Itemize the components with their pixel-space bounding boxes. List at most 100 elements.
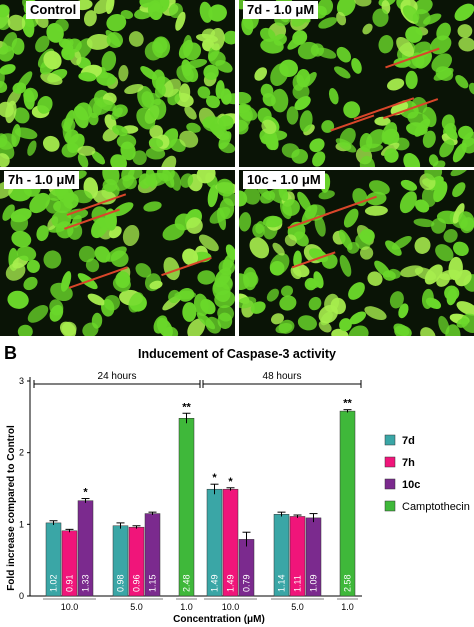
cell	[279, 59, 298, 78]
cell	[374, 116, 391, 126]
cell	[443, 229, 458, 243]
cell	[243, 187, 261, 205]
cell	[10, 208, 32, 223]
cell	[420, 327, 436, 336]
cell	[161, 78, 181, 98]
cell	[36, 225, 49, 242]
cell	[220, 88, 232, 105]
cell	[180, 173, 194, 188]
cell	[318, 17, 338, 29]
bar-value-label: 1.14	[277, 574, 287, 592]
cell	[354, 0, 372, 7]
cell	[269, 261, 285, 276]
cell	[339, 318, 352, 332]
cell	[309, 138, 325, 153]
arrow-marker	[385, 47, 440, 69]
cell	[94, 246, 111, 263]
cell	[23, 89, 35, 110]
cell	[273, 33, 287, 46]
arrow-marker	[383, 98, 439, 120]
cell	[239, 212, 252, 232]
cell	[178, 83, 191, 103]
cell	[441, 114, 455, 131]
cell	[287, 33, 306, 50]
cell	[456, 301, 474, 316]
cell	[364, 306, 387, 321]
cell	[198, 234, 219, 252]
cell	[263, 215, 283, 228]
cell	[2, 204, 15, 221]
micrograph-7h: 7h - 1.0 μM	[0, 170, 235, 336]
cell	[184, 106, 197, 120]
cell	[112, 276, 131, 292]
cell	[149, 124, 163, 139]
cell	[249, 237, 270, 259]
cell	[339, 255, 352, 277]
cell	[462, 131, 474, 148]
cell	[0, 45, 15, 62]
cell	[87, 293, 105, 306]
cell	[422, 130, 436, 148]
cell	[105, 0, 115, 14]
cell	[328, 88, 339, 105]
cell	[97, 99, 117, 112]
arrow-marker	[66, 193, 127, 216]
legend-swatch	[384, 434, 396, 446]
cell	[405, 26, 423, 43]
arrow-marker	[64, 208, 120, 230]
time-group-label: 24 hours	[98, 371, 137, 382]
cell	[349, 311, 367, 325]
cell	[169, 170, 181, 191]
bar	[178, 418, 195, 597]
cell	[51, 210, 72, 229]
cell	[97, 217, 112, 231]
bar-value-label: 1.49	[210, 574, 220, 592]
cell	[331, 328, 349, 336]
cell	[0, 4, 10, 18]
legend-label: 7d	[402, 435, 415, 447]
cell	[445, 324, 461, 336]
micrograph-label: Control	[26, 1, 81, 19]
cell	[414, 237, 431, 254]
cell	[112, 125, 128, 137]
cell	[139, 0, 155, 8]
arrow-marker	[324, 195, 377, 216]
cell	[197, 270, 216, 285]
cell	[242, 267, 258, 291]
cell	[239, 91, 252, 105]
chart-title: Inducement of Caspase-3 activity	[138, 347, 336, 361]
cell	[270, 313, 285, 325]
cell	[208, 4, 227, 22]
cell	[389, 291, 404, 309]
x-tick-label: 5.0	[291, 602, 304, 612]
cell	[286, 106, 299, 125]
cell	[186, 122, 201, 133]
cell	[217, 312, 233, 329]
cell	[63, 109, 75, 132]
bar	[339, 410, 356, 597]
cell	[54, 18, 69, 32]
cell	[260, 27, 276, 42]
cell	[48, 187, 69, 201]
cell	[334, 66, 351, 79]
legend-label: 10c	[402, 479, 420, 491]
legend-swatch	[384, 500, 396, 512]
cell	[223, 30, 235, 45]
bar-value-label: 1.02	[49, 574, 59, 592]
cell	[318, 320, 332, 333]
arrow-marker	[68, 266, 128, 289]
cell	[43, 50, 62, 70]
cell	[124, 83, 144, 95]
cell	[35, 35, 50, 53]
cell	[27, 140, 37, 156]
cell	[37, 96, 53, 114]
cell	[279, 295, 297, 311]
bar-value-label: 1.49	[226, 574, 236, 592]
cell	[61, 142, 79, 158]
cell	[168, 289, 181, 304]
cell	[260, 190, 276, 204]
cell	[0, 133, 17, 150]
panel-b-letter: B	[4, 343, 17, 363]
cell	[91, 150, 106, 165]
cell	[252, 223, 265, 238]
